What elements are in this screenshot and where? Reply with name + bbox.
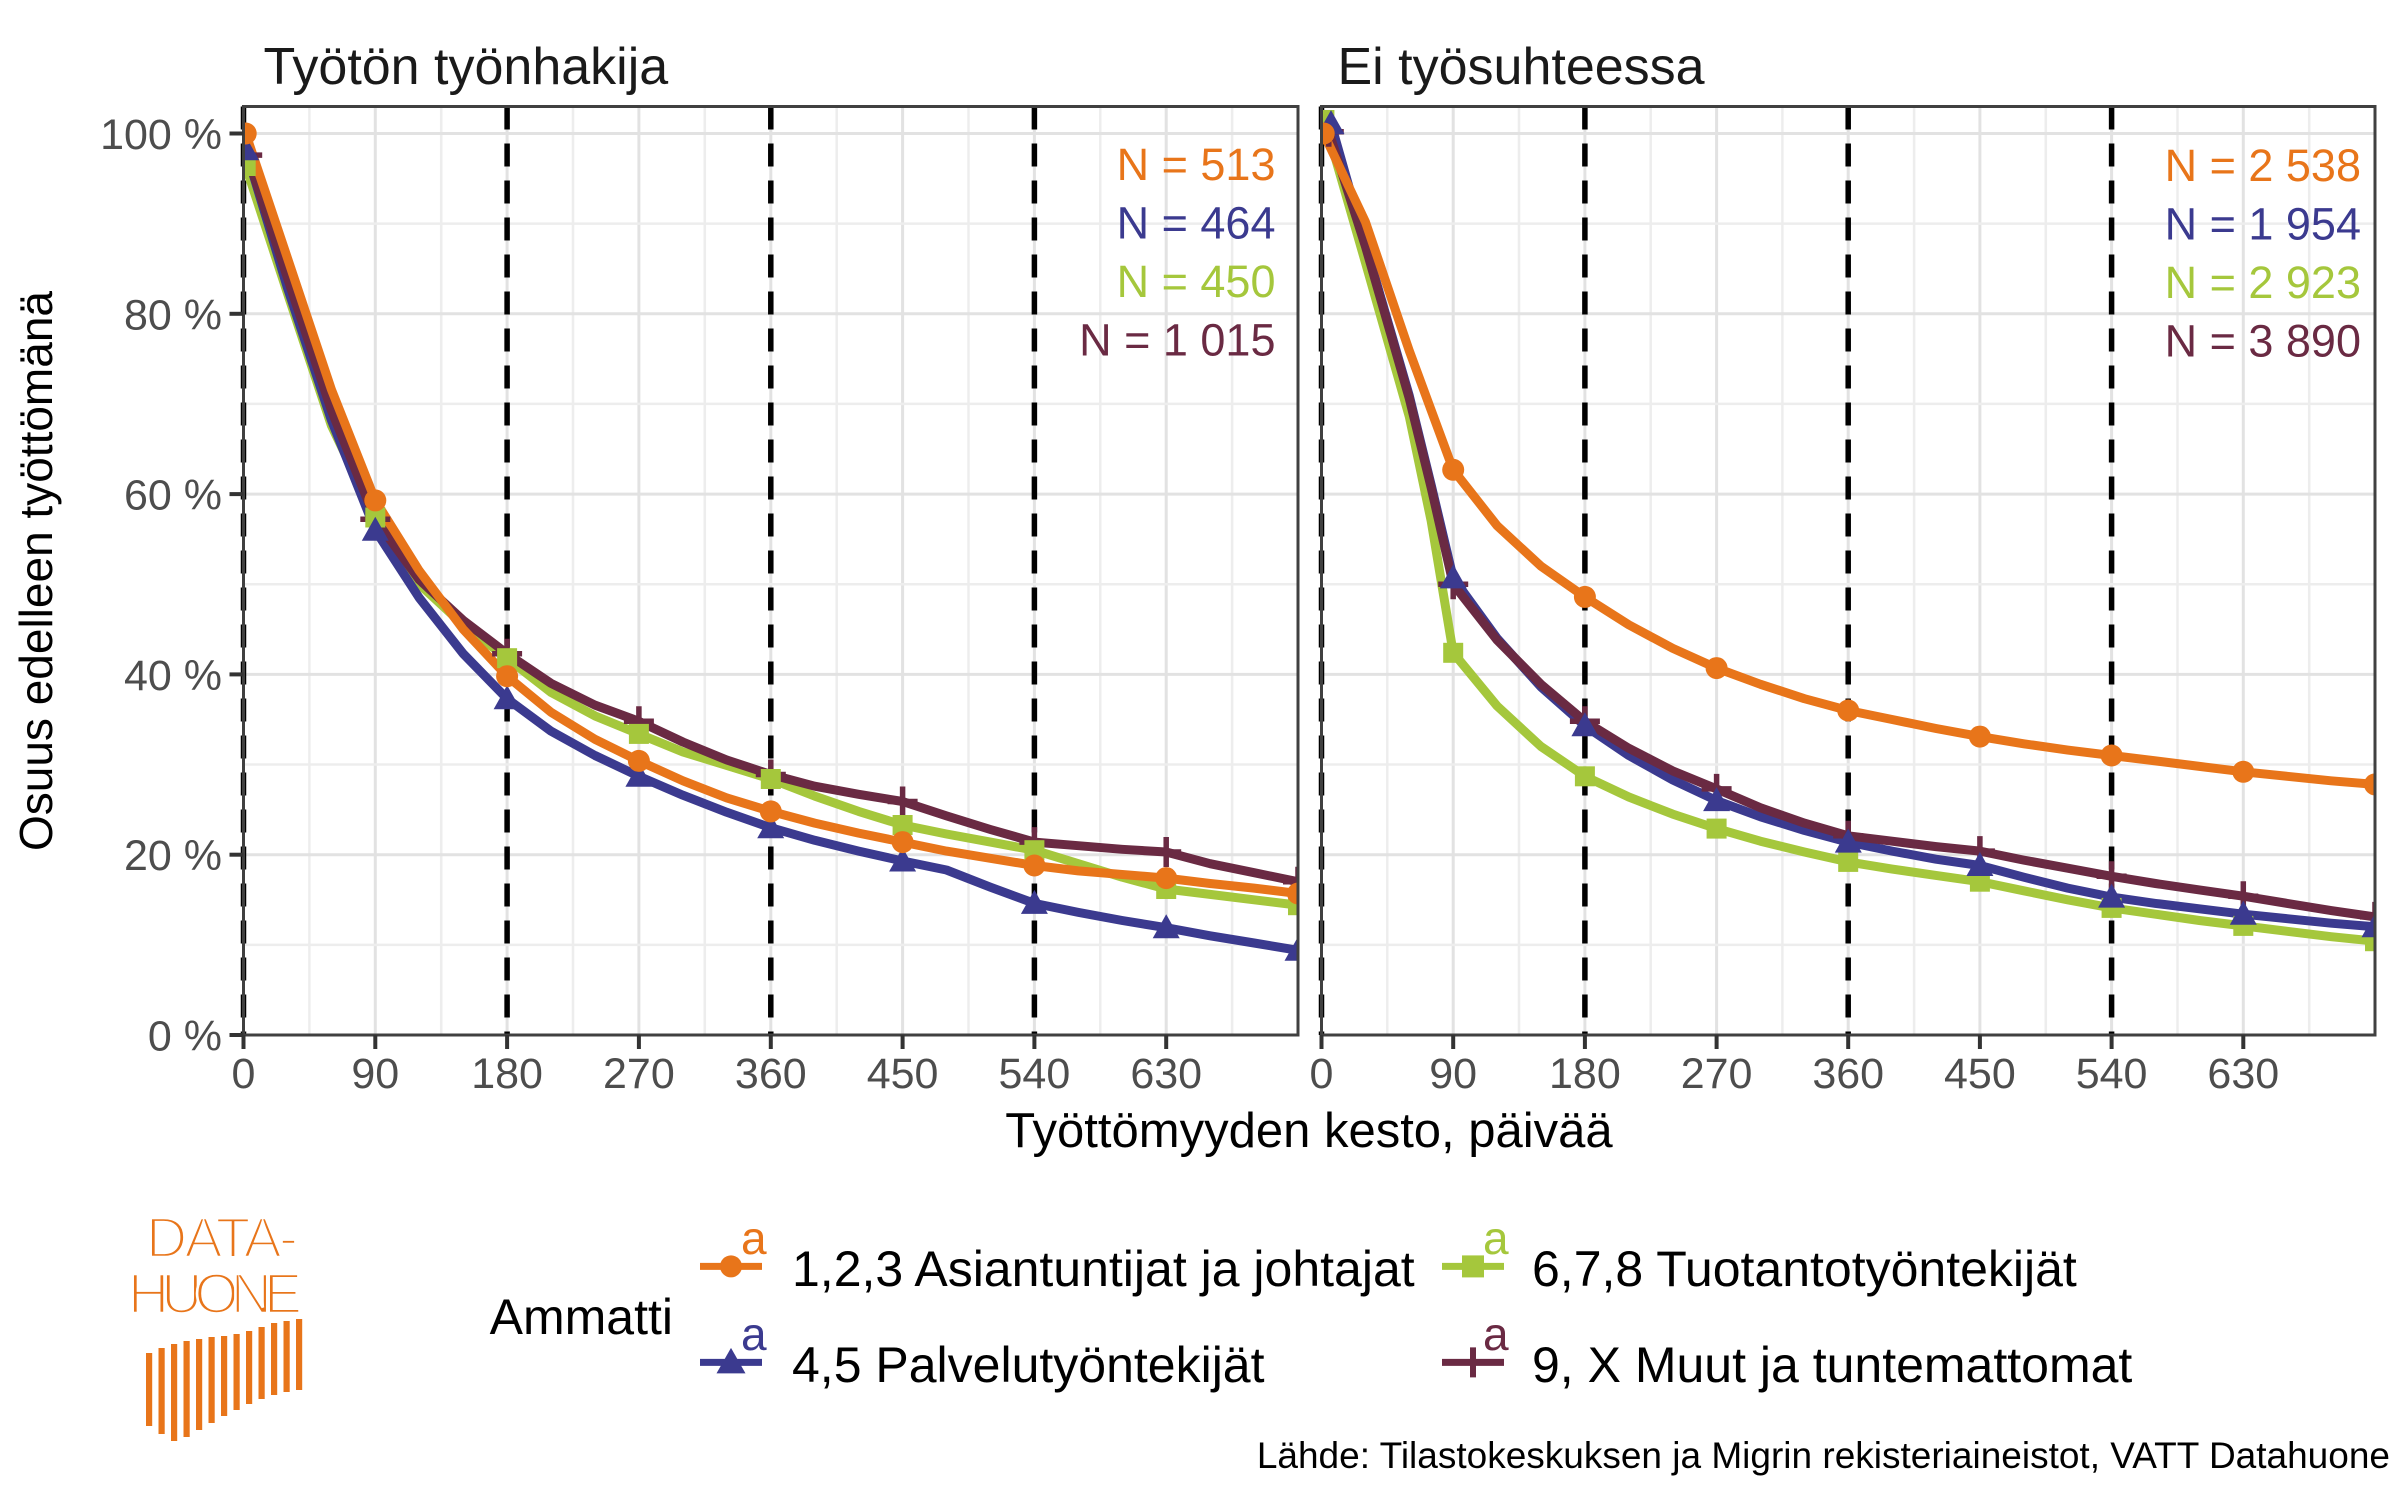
svg-text:N = 513: N = 513 xyxy=(1117,139,1276,190)
svg-text:540: 540 xyxy=(2076,1050,2148,1098)
svg-text:Työttömyyden kesto, päivää: Työttömyyden kesto, päivää xyxy=(1005,1104,1613,1158)
svg-text:N = 2 923: N = 2 923 xyxy=(2165,257,2361,308)
svg-text:360: 360 xyxy=(735,1050,807,1098)
svg-text:N = 464: N = 464 xyxy=(1117,198,1276,249)
svg-text:a: a xyxy=(1483,1212,1509,1264)
svg-text:60 %: 60 % xyxy=(124,472,222,520)
svg-text:N = 1 015: N = 1 015 xyxy=(1079,315,1275,366)
svg-text:630: 630 xyxy=(1130,1050,1202,1098)
svg-text:0: 0 xyxy=(232,1050,256,1098)
svg-text:0 %: 0 % xyxy=(148,1013,222,1061)
svg-text:20 %: 20 % xyxy=(124,832,222,880)
svg-text:450: 450 xyxy=(1944,1050,2016,1098)
svg-text:180: 180 xyxy=(1549,1050,1621,1098)
svg-text:a: a xyxy=(741,1308,767,1360)
svg-text:Työtön työnhakija: Työtön työnhakija xyxy=(264,38,669,96)
svg-text:90: 90 xyxy=(1429,1050,1477,1098)
svg-text:N = 3 890: N = 3 890 xyxy=(2165,316,2361,367)
svg-text:1,2,3 Asiantuntijat ja johtaja: 1,2,3 Asiantuntijat ja johtajat xyxy=(792,1241,1415,1297)
svg-text:90: 90 xyxy=(351,1050,399,1098)
svg-text:Osuus edelleen työttömänä: Osuus edelleen työttömänä xyxy=(10,291,62,851)
svg-text:a: a xyxy=(1483,1308,1509,1360)
svg-text:180: 180 xyxy=(471,1050,543,1098)
svg-text:Ei työsuhteessa: Ei työsuhteessa xyxy=(1338,38,1705,96)
svg-text:450: 450 xyxy=(867,1050,939,1098)
svg-text:Lähde: Tilastokeskuksen ja Mig: Lähde: Tilastokeskuksen ja Migrin rekist… xyxy=(1257,1435,2390,1476)
svg-text:630: 630 xyxy=(2207,1050,2279,1098)
svg-text:Ammatti: Ammatti xyxy=(490,1289,673,1345)
svg-text:270: 270 xyxy=(603,1050,675,1098)
svg-text:N = 1 954: N = 1 954 xyxy=(2165,199,2361,250)
svg-text:N = 450: N = 450 xyxy=(1117,256,1276,307)
svg-text:270: 270 xyxy=(1681,1050,1753,1098)
svg-text:HUONE: HUONE xyxy=(128,1262,302,1326)
svg-text:540: 540 xyxy=(999,1050,1071,1098)
svg-text:N = 2 538: N = 2 538 xyxy=(2165,140,2361,191)
svg-text:40 %: 40 % xyxy=(124,652,222,700)
svg-text:0: 0 xyxy=(1310,1050,1334,1098)
svg-text:4,5 Palvelutyöntekijät: 4,5 Palvelutyöntekijät xyxy=(792,1337,1265,1393)
svg-text:9, X Muut ja tuntemattomat: 9, X Muut ja tuntemattomat xyxy=(1532,1337,2132,1393)
svg-text:100 %: 100 % xyxy=(100,111,222,159)
svg-text:DATA-: DATA- xyxy=(146,1206,298,1270)
svg-text:360: 360 xyxy=(1812,1050,1884,1098)
svg-text:a: a xyxy=(741,1212,767,1264)
svg-text:80 %: 80 % xyxy=(124,291,222,339)
svg-text:6,7,8 Tuotantotyöntekijät: 6,7,8 Tuotantotyöntekijät xyxy=(1532,1241,2077,1297)
